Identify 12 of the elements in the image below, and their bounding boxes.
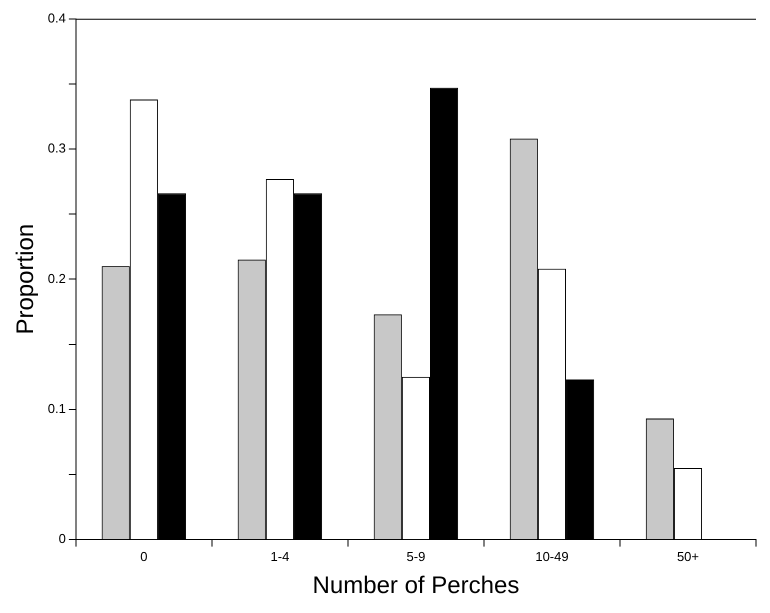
x-tick-label: 1-4 — [270, 548, 290, 564]
x-axis-title: Number of Perches — [312, 572, 520, 600]
x-tick-label: 0 — [140, 548, 148, 564]
y-tick-label: 0.1 — [48, 400, 66, 416]
y-axis-title: Proportion — [12, 224, 40, 335]
x-tick-label: 5-9 — [406, 548, 426, 564]
y-tick-label: 0.3 — [48, 140, 66, 156]
x-tick-label: 10-49 — [535, 548, 569, 564]
y-tick-label: 0 — [58, 531, 66, 546]
x-tick-label: 50+ — [676, 548, 700, 564]
y-tick-label: 0.2 — [48, 270, 66, 286]
y-tick-label: 0.4 — [48, 10, 66, 26]
